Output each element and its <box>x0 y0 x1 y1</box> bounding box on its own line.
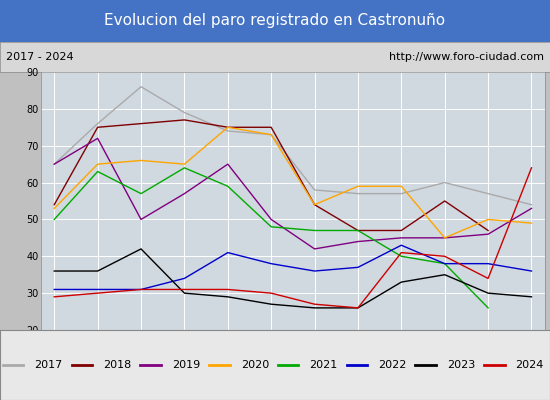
Text: 2023: 2023 <box>447 360 475 370</box>
Text: 2017 - 2024: 2017 - 2024 <box>6 52 73 62</box>
Text: http://www.foro-ciudad.com: http://www.foro-ciudad.com <box>389 52 544 62</box>
Text: 2017: 2017 <box>34 360 63 370</box>
Text: 2019: 2019 <box>172 360 200 370</box>
Text: 2022: 2022 <box>378 360 406 370</box>
Text: 2018: 2018 <box>103 360 131 370</box>
Text: 2020: 2020 <box>241 360 269 370</box>
Text: 2021: 2021 <box>309 360 338 370</box>
Text: Evolucion del paro registrado en Castronuño: Evolucion del paro registrado en Castron… <box>104 14 446 28</box>
Text: 2024: 2024 <box>516 360 544 370</box>
